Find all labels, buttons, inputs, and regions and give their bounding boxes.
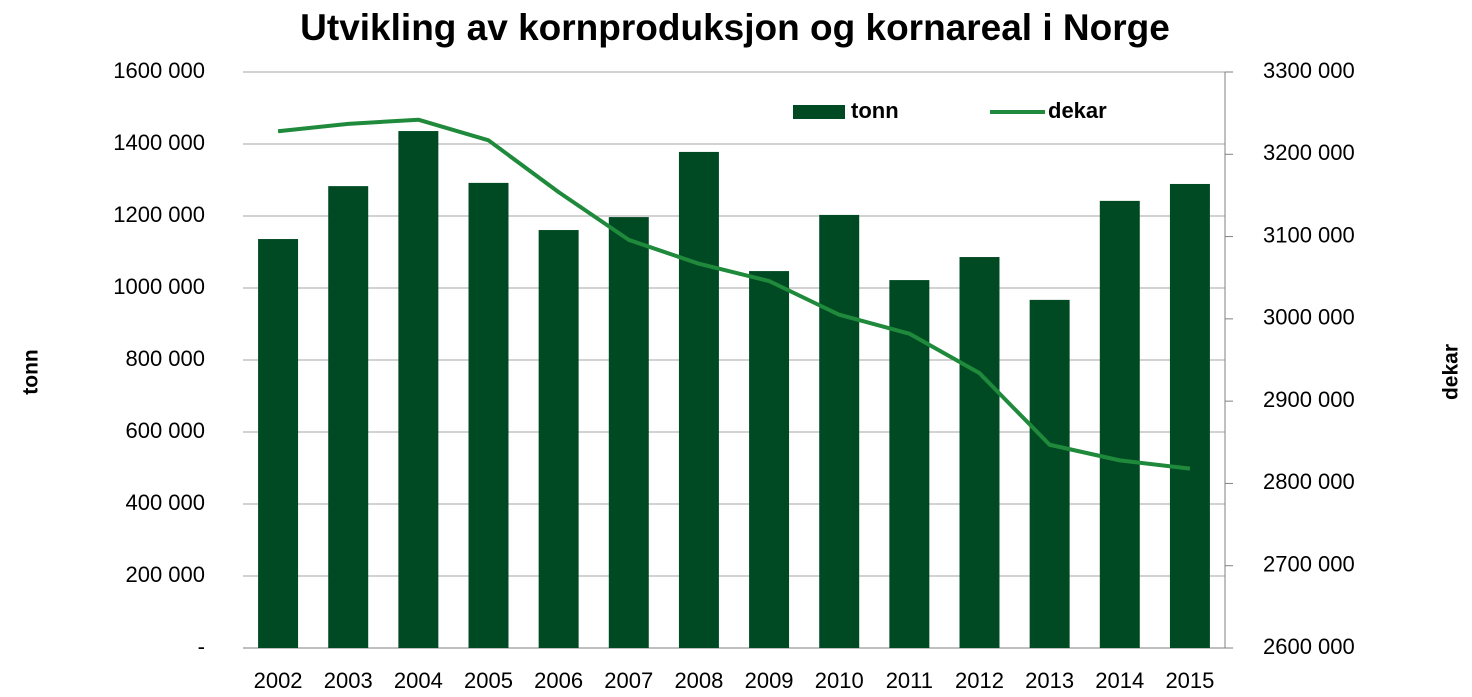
y2-tick-label: 3000 000 [1263, 305, 1355, 330]
bar [1029, 299, 1070, 648]
x-tick-label: 2002 [254, 668, 303, 693]
bar [749, 271, 790, 648]
x-tick-label: 2014 [1095, 668, 1144, 693]
y2-tick-label: 2900 000 [1263, 387, 1355, 412]
x-tick-label: 2004 [394, 668, 443, 693]
bar [819, 214, 860, 649]
y-tick-label: 1000 000 [113, 274, 205, 299]
bar [1099, 200, 1140, 648]
y-tick-label: - [198, 634, 205, 659]
y2-tick-label: 3100 000 [1263, 222, 1355, 247]
y-tick-label: 1600 000 [113, 58, 205, 83]
x-tick-label: 2011 [886, 668, 933, 693]
y2-tick-label: 3200 000 [1263, 140, 1355, 165]
bar [328, 186, 369, 648]
bar [258, 239, 299, 649]
x-tick-label: 2013 [1025, 668, 1074, 693]
legend-swatch [793, 105, 845, 119]
y-axis-label: tonn [20, 349, 43, 394]
legend-label: tonn [851, 98, 899, 123]
chart-title: Utvikling av kornproduksjon og kornareal… [300, 7, 1170, 48]
x-tick-label: 2005 [464, 668, 513, 693]
x-tick-label: 2007 [604, 668, 653, 693]
x-tick-label: 2015 [1165, 668, 1214, 693]
y-tick-label: 600 000 [125, 418, 205, 443]
x-tick-label: 2010 [815, 668, 864, 693]
bar [468, 182, 509, 648]
x-tick-label: 2003 [324, 668, 373, 693]
x-tick-label: 2012 [955, 668, 1004, 693]
bar [608, 217, 649, 648]
bar [538, 230, 579, 649]
line [277, 117, 1191, 471]
y-tick-label: 200 000 [125, 562, 205, 587]
legend-label: dekar [1048, 98, 1107, 123]
y2-axis-label: dekar [1440, 344, 1463, 400]
bar [959, 257, 1000, 648]
y-tick-label: 800 000 [125, 346, 205, 371]
bar [1169, 183, 1210, 648]
y2-tick-label: 3300 000 [1263, 58, 1355, 83]
y2-tick-label: 2800 000 [1263, 469, 1355, 494]
bar [398, 131, 439, 649]
y2-tick-label: 2600 000 [1263, 634, 1355, 659]
y2-tick-label: 2700 000 [1263, 552, 1355, 577]
y-tick-label: 1400 000 [113, 130, 205, 155]
x-tick-label: 2009 [745, 668, 794, 693]
bar [678, 151, 719, 649]
x-tick-label: 2008 [674, 668, 723, 693]
y-tick-label: 400 000 [125, 490, 205, 515]
x-tick-label: 2006 [534, 668, 583, 693]
y-tick-label: 1200 000 [113, 202, 205, 227]
